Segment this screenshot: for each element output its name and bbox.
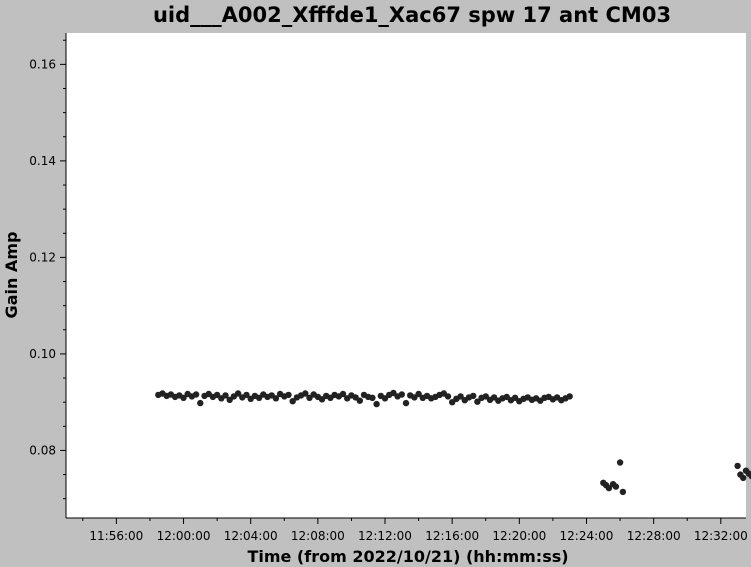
data-point [740,474,747,482]
data-point [470,392,477,400]
data-point [748,472,751,480]
data-point [457,393,464,400]
data-point [285,391,292,399]
data-point [302,390,309,397]
x-tick-label: 11:56:00 [89,529,143,543]
data-point [234,390,242,397]
x-tick-label: 12:12:00 [358,529,412,543]
data-point [398,391,405,398]
y-tick-label: 0.12 [29,250,56,264]
data-point [180,394,187,401]
x-tick-label: 12:24:00 [560,529,614,543]
data-point [605,484,613,492]
x-axis-ticks: 11:56:00 12:00:00 12:04:00 12:08:00 12:12:00… [82,518,748,543]
y-tick-label: 0.10 [29,347,56,361]
data-point [734,462,741,470]
data-point [243,391,250,399]
x-axis-label: Time (from 2022/10/21) (hh:mm:ss) [247,547,568,566]
data-point [369,394,376,401]
x-tick-label: 12:04:00 [224,529,278,543]
data-point [356,397,363,404]
y-tick-label: 0.16 [29,57,56,71]
y-axis-label: Gain Amp [2,232,21,319]
data-point [612,483,620,490]
x-tick-label: 12:28:00 [627,529,681,543]
y-tick-label: 0.08 [29,443,56,457]
data-point [474,398,481,405]
data-point [566,393,573,400]
y-axis-ticks: 0.08 0.10 0.12 0.14 0.16 [29,39,66,500]
data-point [222,392,229,399]
data-point [373,400,380,408]
data-point [272,395,280,402]
data-point [415,390,422,398]
data-point [619,488,627,496]
x-tick-label: 12:16:00 [425,529,479,543]
data-point [192,391,200,398]
data-point [616,459,624,466]
chart-title: uid___A002_Xfffde1_Xac67 spw 17 ant CM03 [153,3,671,27]
x-tick-label: 12:32:00 [694,529,748,543]
data-point [402,399,410,407]
data-point [197,399,204,407]
y-tick-label: 0.14 [29,154,56,168]
data-point [339,390,347,398]
plot-area [66,33,746,518]
x-tick-label: 12:20:00 [492,529,546,543]
x-tick-label: 12:08:00 [291,529,345,543]
data-points [155,389,751,496]
data-point [444,393,452,400]
data-point [289,398,296,405]
x-tick-label: 12:00:00 [157,529,211,543]
